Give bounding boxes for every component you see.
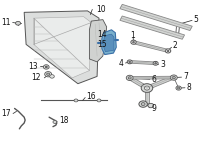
Circle shape — [165, 49, 171, 53]
Circle shape — [148, 103, 154, 108]
Circle shape — [129, 61, 131, 63]
Text: 13: 13 — [28, 62, 38, 71]
Polygon shape — [146, 76, 173, 90]
Text: 3: 3 — [160, 60, 165, 69]
Circle shape — [45, 72, 52, 77]
Polygon shape — [130, 76, 174, 79]
Circle shape — [141, 103, 145, 106]
Circle shape — [155, 63, 157, 64]
Polygon shape — [130, 61, 156, 65]
Circle shape — [53, 121, 57, 123]
Circle shape — [153, 61, 158, 65]
Circle shape — [177, 87, 180, 89]
Circle shape — [97, 99, 101, 102]
Text: 5: 5 — [193, 15, 198, 24]
Text: 16: 16 — [86, 92, 96, 101]
Text: 7: 7 — [183, 72, 188, 81]
Polygon shape — [102, 30, 116, 55]
Text: 9: 9 — [151, 104, 156, 113]
Circle shape — [170, 75, 177, 80]
Circle shape — [128, 77, 131, 79]
Text: 14: 14 — [97, 30, 107, 39]
Text: 8: 8 — [186, 83, 191, 92]
Polygon shape — [34, 17, 91, 78]
Circle shape — [141, 84, 153, 92]
Polygon shape — [104, 34, 114, 52]
Polygon shape — [120, 16, 185, 39]
Circle shape — [144, 86, 150, 90]
Text: 15: 15 — [97, 40, 107, 49]
Circle shape — [45, 66, 47, 68]
Text: 18: 18 — [59, 116, 68, 125]
Circle shape — [43, 65, 49, 69]
Circle shape — [50, 75, 54, 78]
Polygon shape — [89, 20, 107, 62]
Text: 1: 1 — [130, 31, 135, 40]
Polygon shape — [128, 76, 148, 89]
Circle shape — [47, 73, 50, 75]
Polygon shape — [120, 4, 192, 31]
Text: 17: 17 — [2, 110, 11, 118]
Text: 10: 10 — [96, 5, 106, 14]
Circle shape — [127, 60, 132, 64]
Polygon shape — [133, 41, 169, 52]
Polygon shape — [24, 11, 99, 84]
Circle shape — [126, 75, 133, 81]
Polygon shape — [145, 88, 149, 103]
Text: 4: 4 — [119, 59, 124, 67]
Circle shape — [139, 101, 147, 107]
Circle shape — [176, 86, 181, 90]
Text: 6: 6 — [151, 75, 156, 83]
Circle shape — [167, 50, 169, 52]
Circle shape — [131, 40, 136, 44]
Circle shape — [172, 76, 175, 79]
Text: 2: 2 — [172, 41, 177, 50]
Text: 11: 11 — [2, 18, 11, 27]
Text: 12: 12 — [32, 73, 41, 82]
Circle shape — [74, 99, 78, 102]
Circle shape — [133, 41, 134, 43]
Circle shape — [16, 21, 21, 25]
